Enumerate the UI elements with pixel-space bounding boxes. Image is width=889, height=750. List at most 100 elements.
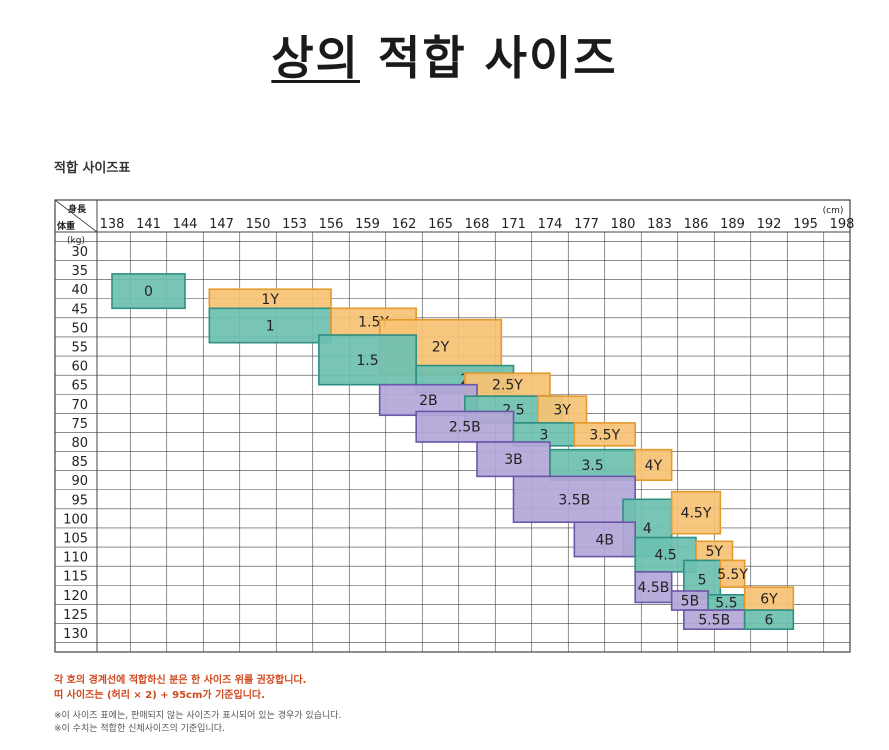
- size-box-6: 6: [743, 609, 795, 630]
- height-tick-label: 162: [392, 217, 417, 232]
- size-box-label: 6: [765, 613, 774, 629]
- table-caption: 적합 사이즈표: [54, 161, 131, 176]
- size-box-4-5b: 4.5B: [634, 571, 673, 604]
- height-tick-label: 189: [720, 217, 745, 232]
- weight-tick-label: 75: [71, 417, 88, 432]
- page-title: 상의 적합 사이즈: [0, 22, 889, 88]
- size-box-label: 5.5: [715, 595, 737, 611]
- size-box-5b: 5B: [670, 590, 709, 611]
- size-box-0: 0: [111, 273, 186, 310]
- size-box-label: 5: [698, 573, 707, 589]
- size-box-label: 3: [539, 427, 548, 443]
- size-box-rect: [111, 273, 186, 310]
- page-title-rest: 적합 사이즈: [360, 31, 618, 85]
- height-unit: (cm): [823, 206, 844, 216]
- size-box-label: 6Y: [760, 592, 778, 608]
- size-box-rect: [634, 571, 673, 604]
- size-box-label: 2B: [419, 393, 438, 409]
- weight-tick-label: 60: [71, 360, 88, 375]
- size-box-5-5: 5.5: [707, 593, 746, 611]
- size-box-label: 4.5: [654, 548, 676, 564]
- note-boundary-advice: 각 호의 경계선에 적합하신 분은 한 사이즈 위를 권장합니다.: [54, 675, 307, 686]
- size-box-rect: [743, 609, 795, 630]
- size-box-label: 2.5Y: [492, 378, 523, 394]
- size-box-label: 3Y: [553, 403, 571, 419]
- size-box-4y: 4Y: [634, 448, 673, 482]
- weight-tick-label: 45: [71, 302, 88, 317]
- size-box-label: 4B: [595, 532, 614, 548]
- weight-tick-label: 125: [63, 608, 88, 623]
- weight-tick-label: 95: [71, 493, 88, 508]
- height-tick-label: 195: [793, 217, 818, 232]
- size-box-3b: 3B: [476, 441, 551, 478]
- note-unsold-sizes: ※이 사이즈 표에는, 판매되지 않는 사이즈가 표시되어 있는 경우가 있습니…: [54, 711, 342, 721]
- height-tick-label: 156: [319, 217, 344, 232]
- size-box-5-5b: 5.5B: [683, 609, 746, 630]
- weight-tick-label: 100: [63, 512, 88, 527]
- size-box-label: 2Y: [432, 340, 450, 356]
- corner-diagonal: [54, 199, 98, 233]
- height-tick-label: 192: [757, 217, 782, 232]
- height-tick-label: 168: [465, 217, 490, 232]
- size-box-label: 4.5Y: [681, 506, 712, 522]
- size-box-1y: 1Y: [208, 288, 332, 310]
- weight-tick-label: 90: [71, 474, 88, 489]
- weight-tick-label: 50: [71, 321, 88, 336]
- height-tick-label: 198: [830, 217, 855, 232]
- note-belt-size: 띠 사이즈는 (허리 × 2) + 95cm가 기준입니다.: [54, 690, 265, 701]
- height-tick-label: 186: [684, 217, 709, 232]
- size-box-3-5y: 3.5Y: [573, 422, 636, 447]
- weight-tick-label: 115: [63, 570, 88, 585]
- height-tick-label: 144: [173, 217, 198, 232]
- weight-tick-label: 80: [71, 436, 88, 451]
- size-box-rect: [634, 448, 673, 482]
- size-box-3-5: 3.5: [549, 448, 636, 482]
- height-tick-label: 159: [355, 217, 380, 232]
- height-tick-label: 180: [611, 217, 636, 232]
- size-box-rect: [476, 441, 551, 478]
- size-box-rect: [537, 395, 588, 424]
- size-box-label: 4: [643, 521, 652, 537]
- height-tick-label: 138: [100, 217, 125, 232]
- height-tick-label: 141: [136, 217, 161, 232]
- size-box-label: 1: [266, 318, 275, 334]
- size-box-label: 5.5B: [698, 613, 730, 629]
- size-box-rect: [318, 334, 417, 386]
- weight-unit: (kg): [67, 236, 85, 246]
- size-box-label: 0: [144, 284, 153, 300]
- size-box-3-5b: 3.5B: [512, 475, 636, 524]
- size-box-6y: 6Y: [743, 586, 795, 611]
- size-box-label: 5Y: [706, 544, 724, 560]
- height-tick-label: 177: [574, 217, 599, 232]
- size-box-label: 4.5B: [637, 580, 669, 596]
- size-box-label: 5B: [681, 594, 700, 610]
- weight-tick-label: 35: [71, 264, 88, 279]
- size-box-1: 1: [208, 307, 332, 344]
- size-box-label: 3.5B: [558, 492, 590, 508]
- size-box-5-5y: 5.5Y: [717, 559, 748, 588]
- height-tick-label: 147: [209, 217, 234, 232]
- weight-tick-label: 65: [71, 379, 88, 394]
- height-tick-label: 150: [246, 217, 271, 232]
- note-body-size-basis: ※이 수치는 적합한 신체사이즈의 기준입니다.: [54, 724, 225, 734]
- size-box-rect: [415, 410, 515, 443]
- weight-tick-label: 130: [63, 627, 88, 642]
- height-tick-label: 174: [538, 217, 563, 232]
- weight-tick-label: 105: [63, 532, 88, 547]
- page-title-underlined: 상의: [271, 31, 360, 85]
- size-box-rect: [573, 422, 636, 447]
- size-box-label: 2.5B: [449, 420, 481, 436]
- size-box-label: 5.5Y: [717, 567, 748, 583]
- size-box-label: 3.5Y: [589, 427, 620, 443]
- height-header: 身長: [68, 203, 87, 215]
- size-box-3y: 3Y: [537, 395, 588, 424]
- size-box-1-5: 1.5: [318, 334, 417, 386]
- size-box-5y: 5Y: [695, 540, 734, 562]
- height-tick-label: 153: [282, 217, 307, 232]
- weight-tick-label: 70: [71, 398, 88, 413]
- size-box-label: 3B: [504, 452, 523, 468]
- height-tick-label: 171: [501, 217, 526, 232]
- size-box-rect: [378, 383, 478, 417]
- weight-tick-label: 110: [63, 551, 88, 566]
